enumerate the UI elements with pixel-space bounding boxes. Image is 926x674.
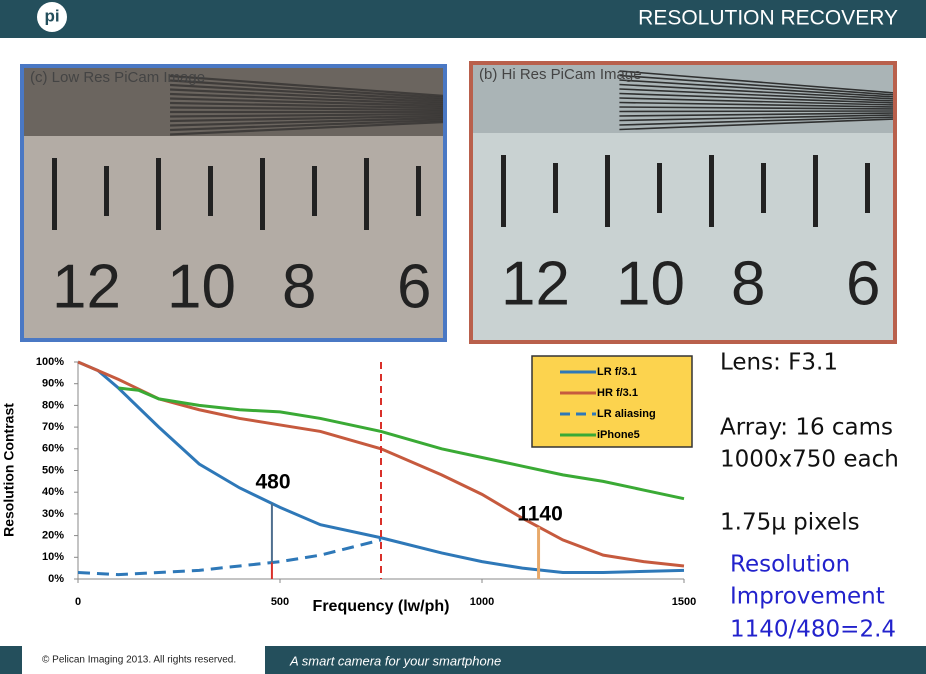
photo-stripe bbox=[169, 74, 446, 98]
photo-tick bbox=[605, 155, 610, 227]
x-tick-label: 1000 bbox=[470, 596, 494, 608]
y-tick-label: 80% bbox=[42, 399, 64, 411]
photo-stripe bbox=[170, 120, 446, 136]
copyright: © Pelican Imaging 2013. All rights reser… bbox=[42, 655, 236, 666]
photo-number: 8 bbox=[731, 249, 765, 318]
photo-tick bbox=[416, 166, 421, 216]
y-tick-label: 20% bbox=[42, 530, 64, 542]
photo-tick bbox=[709, 155, 714, 227]
photo-stripe bbox=[170, 101, 446, 110]
highlight: 1140/480=2.4 bbox=[730, 617, 896, 643]
photo-stripe bbox=[619, 101, 896, 108]
photo-number: 6 bbox=[397, 252, 431, 321]
footer-block bbox=[0, 646, 22, 674]
photo-stripe bbox=[170, 92, 446, 106]
annotation-label: 1140 bbox=[517, 503, 563, 526]
photo-number: 10 bbox=[616, 249, 685, 318]
photo-stripe bbox=[619, 70, 896, 94]
y-tick-label: 30% bbox=[42, 508, 64, 520]
note: 1000x750 each bbox=[720, 447, 899, 473]
photo-caption: (b) Hi Res PiCam Image bbox=[479, 66, 642, 83]
photo-stripe bbox=[619, 92, 896, 104]
y-tick-label: 100% bbox=[36, 356, 64, 368]
photo-stripe bbox=[619, 110, 896, 113]
legend-label: iPhone5 bbox=[597, 429, 640, 441]
photo-tick bbox=[865, 163, 870, 213]
photo-stripe bbox=[619, 116, 896, 126]
note: Array: 16 cams bbox=[720, 415, 893, 441]
photo-tick bbox=[104, 166, 109, 216]
slide-title: RESOLUTION RECOVERY bbox=[638, 7, 898, 30]
photo-tick bbox=[657, 163, 662, 213]
annotation-label: 480 bbox=[255, 471, 290, 494]
tagline: A smart camera for your smartphone bbox=[289, 653, 501, 668]
series-line bbox=[77, 360, 685, 574]
photo-number: 10 bbox=[167, 252, 236, 321]
y-tick-label: 50% bbox=[42, 464, 64, 476]
photo-stripe bbox=[619, 112, 896, 117]
photo-stripe bbox=[170, 116, 446, 127]
header-bar bbox=[0, 0, 926, 38]
x-tick-label: 1500 bbox=[672, 596, 696, 608]
photo-tick bbox=[813, 155, 818, 227]
y-tick-label: 70% bbox=[42, 421, 64, 433]
photo-stripe bbox=[619, 97, 896, 106]
x-tick-label: 0 bbox=[75, 596, 81, 608]
photo-number: 12 bbox=[501, 249, 570, 318]
photo-stripe bbox=[169, 83, 446, 102]
photo-stripe bbox=[619, 83, 896, 100]
photo-stripe bbox=[170, 97, 446, 108]
photo-stripe bbox=[619, 106, 896, 110]
footer-bar bbox=[265, 646, 926, 674]
photo-tick bbox=[553, 163, 558, 213]
photo-tick bbox=[260, 158, 265, 230]
photo-stripe bbox=[170, 118, 446, 132]
photo-tick bbox=[761, 163, 766, 213]
highlight: Improvement bbox=[730, 584, 885, 610]
photo-tick bbox=[208, 166, 213, 216]
legend-label: HR f/3.1 bbox=[597, 387, 638, 399]
photo-caption: (c) Low Res PiCam Image bbox=[30, 69, 205, 86]
x-tick-label: 500 bbox=[271, 596, 289, 608]
photo-tick bbox=[312, 166, 317, 216]
photo-tick bbox=[156, 158, 161, 230]
photo-stripe bbox=[619, 79, 896, 98]
logo bbox=[37, 2, 67, 32]
y-axis-label: Resolution Contrast bbox=[1, 403, 17, 537]
series-line bbox=[77, 538, 382, 577]
photo-stripe bbox=[619, 118, 896, 131]
photo-stripe bbox=[619, 74, 896, 96]
y-tick-label: 0% bbox=[48, 573, 64, 585]
photo-frame bbox=[20, 64, 447, 342]
series-line bbox=[118, 386, 685, 501]
x-axis-label: Frequency (lw/ph) bbox=[313, 598, 450, 615]
legend bbox=[531, 355, 693, 448]
logo-text: pi bbox=[44, 6, 59, 25]
y-tick-label: 60% bbox=[42, 443, 64, 455]
legend-label: LR aliasing bbox=[597, 408, 656, 420]
photo-number: 12 bbox=[52, 252, 121, 321]
photo-stripe bbox=[170, 88, 446, 104]
y-tick-label: 10% bbox=[42, 551, 64, 563]
photo-tick bbox=[364, 158, 369, 230]
note: Lens: F3.1 bbox=[720, 350, 838, 376]
y-tick-label: 90% bbox=[42, 378, 64, 390]
highlight: Resolution bbox=[730, 552, 850, 578]
photo-stripe bbox=[619, 114, 896, 122]
legend-label: LR f/3.1 bbox=[597, 366, 637, 378]
photo-stripe bbox=[169, 79, 446, 100]
photo-number: 6 bbox=[846, 249, 880, 318]
photo-stripe bbox=[170, 114, 446, 123]
photo-stripe bbox=[619, 88, 896, 102]
photo-stripe bbox=[170, 106, 446, 112]
photo-number: 8 bbox=[282, 252, 316, 321]
photo-stripe bbox=[170, 112, 446, 118]
y-tick-label: 40% bbox=[42, 486, 64, 498]
photo-tick bbox=[52, 158, 57, 230]
photo-tick bbox=[501, 155, 506, 227]
photo-frame bbox=[469, 61, 897, 344]
note: 1.75µ pixels bbox=[720, 510, 860, 536]
